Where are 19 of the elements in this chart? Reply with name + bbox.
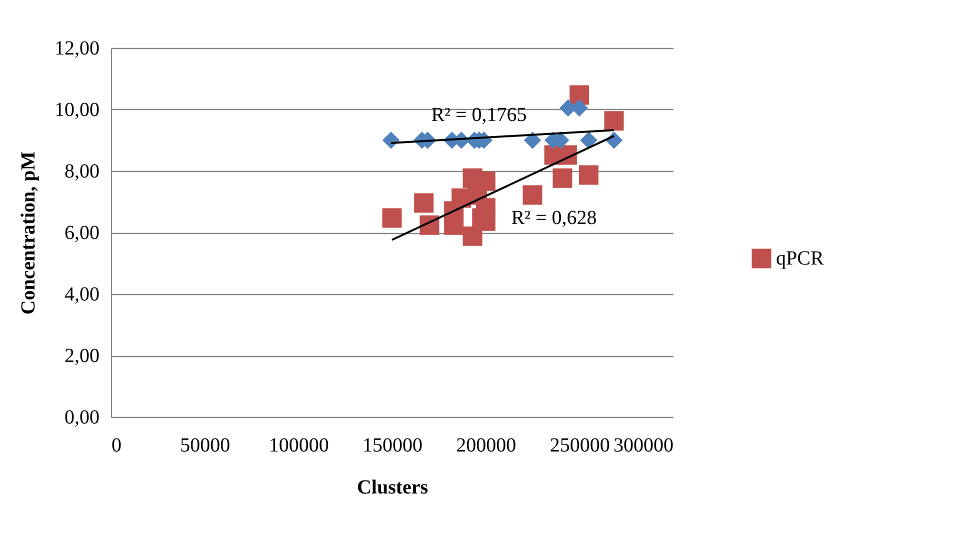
legend-label: qPCR <box>776 248 824 270</box>
x-axis-title: Clusters <box>356 476 428 498</box>
y-axis-title: Concentration, pM <box>18 151 40 315</box>
y-tick-label: 0,00 <box>64 406 100 428</box>
y-tick-label: 12,00 <box>54 38 100 60</box>
x-tick-label: 250000 <box>550 434 610 456</box>
x-tick-label: 50000 <box>180 434 230 456</box>
y-tick-label: 8,00 <box>64 160 100 182</box>
y-tick-label: 10,00 <box>54 99 100 121</box>
x-tick-label: 300000 <box>614 434 674 456</box>
annotation: R² = 0,628 <box>511 207 597 229</box>
y-tick-label: 4,00 <box>64 284 100 306</box>
x-tick-label: 100000 <box>268 434 329 456</box>
x-tick-label: 200000 <box>456 434 516 456</box>
annotation: R² = 0,1765 <box>431 104 527 126</box>
y-tick-label: 6,00 <box>64 222 100 244</box>
x-tick-label: 150000 <box>362 434 422 456</box>
x-tick-label: 0 <box>112 434 122 456</box>
y-tick-label: 2,00 <box>64 345 100 367</box>
